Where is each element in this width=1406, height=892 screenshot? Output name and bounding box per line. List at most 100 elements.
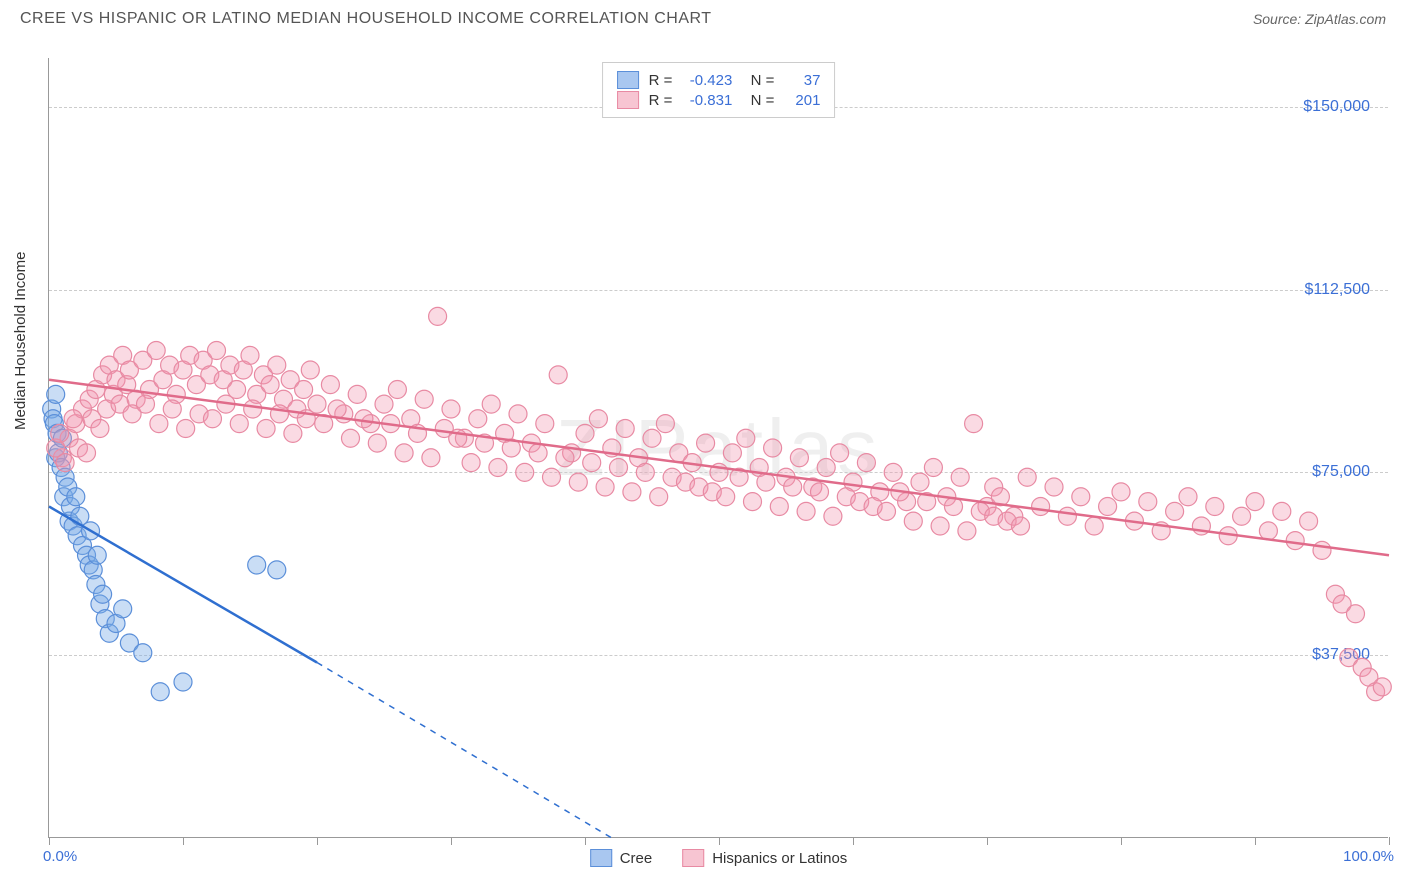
data-point — [797, 502, 815, 520]
data-point — [589, 410, 607, 428]
data-point — [697, 434, 715, 452]
x-tick — [317, 837, 318, 845]
data-point — [174, 673, 192, 691]
data-point — [811, 483, 829, 501]
data-point — [94, 585, 112, 603]
data-point — [1058, 507, 1076, 525]
data-point — [1045, 478, 1063, 496]
data-point — [47, 385, 65, 403]
data-point — [878, 502, 896, 520]
data-point — [395, 444, 413, 462]
data-point — [328, 400, 346, 418]
data-point — [556, 449, 574, 467]
data-point — [817, 459, 835, 477]
data-point — [91, 420, 109, 438]
data-point — [230, 415, 248, 433]
data-point — [1072, 488, 1090, 506]
data-point — [529, 444, 547, 462]
data-point — [636, 463, 654, 481]
scatter-svg — [49, 58, 1388, 837]
data-point — [516, 463, 534, 481]
data-point — [462, 454, 480, 472]
data-point — [1259, 522, 1277, 540]
data-point — [924, 459, 942, 477]
data-point — [717, 488, 735, 506]
data-point — [415, 390, 433, 408]
data-point — [51, 424, 69, 442]
legend-n-label: N = — [742, 92, 774, 109]
data-point — [723, 444, 741, 462]
data-point — [244, 400, 262, 418]
data-point — [150, 415, 168, 433]
data-point — [824, 507, 842, 525]
data-point — [857, 454, 875, 472]
legend-r-value: -0.831 — [682, 92, 732, 109]
data-point — [321, 376, 339, 394]
x-tick — [49, 837, 50, 845]
data-point — [951, 468, 969, 486]
plot-area: ZIPatlas $37,500$75,000$112,500$150,000 … — [48, 58, 1388, 838]
data-point — [1246, 493, 1264, 511]
source-label: Source: ZipAtlas.com — [1253, 11, 1386, 27]
data-point — [270, 405, 288, 423]
series-legend: Cree Hispanics or Latinos — [590, 849, 848, 867]
data-point — [1099, 498, 1117, 516]
legend-n-value: 37 — [784, 72, 820, 89]
legend-swatch — [617, 71, 639, 89]
legend-label: Cree — [620, 850, 653, 867]
data-point — [1347, 605, 1365, 623]
legend-r-label: R = — [649, 72, 673, 89]
data-point — [261, 376, 279, 394]
data-point — [904, 512, 922, 530]
data-point — [884, 463, 902, 481]
data-point — [268, 356, 286, 374]
data-point — [1300, 512, 1318, 530]
x-tick — [719, 837, 720, 845]
data-point — [737, 429, 755, 447]
data-point — [784, 478, 802, 496]
data-point — [1139, 493, 1157, 511]
data-point — [958, 522, 976, 540]
data-point — [64, 410, 82, 428]
data-point — [67, 488, 85, 506]
trend-line-dashed — [317, 663, 612, 839]
data-point — [1018, 468, 1036, 486]
data-point — [549, 366, 567, 384]
data-point — [543, 468, 561, 486]
data-point — [348, 385, 366, 403]
x-tick — [451, 837, 452, 845]
data-point — [764, 439, 782, 457]
data-point — [596, 478, 614, 496]
data-point — [790, 449, 808, 467]
legend-r-label: R = — [649, 92, 673, 109]
legend-item: Cree — [590, 849, 653, 867]
data-point — [422, 449, 440, 467]
x-axis-max-label: 100.0% — [1343, 848, 1394, 865]
data-point — [257, 420, 275, 438]
data-point — [78, 444, 96, 462]
data-point — [248, 556, 266, 574]
data-point — [583, 454, 601, 472]
x-tick — [1255, 837, 1256, 845]
data-point — [301, 361, 319, 379]
data-point — [576, 424, 594, 442]
data-point — [1032, 498, 1050, 516]
legend-swatch — [590, 849, 612, 867]
data-point — [616, 420, 634, 438]
legend-label: Hispanics or Latinos — [712, 850, 847, 867]
data-point — [203, 410, 221, 428]
legend-n-value: 201 — [784, 92, 820, 109]
data-point — [1373, 678, 1391, 696]
x-tick — [183, 837, 184, 845]
data-point — [147, 342, 165, 360]
data-point — [623, 483, 641, 501]
data-point — [375, 395, 393, 413]
legend-item: Hispanics or Latinos — [682, 849, 847, 867]
data-point — [163, 400, 181, 418]
chart-title: CREE VS HISPANIC OR LATINO MEDIAN HOUSEH… — [20, 10, 712, 28]
data-point — [469, 410, 487, 428]
data-point — [442, 400, 460, 418]
data-point — [656, 415, 674, 433]
data-point — [388, 381, 406, 399]
data-point — [610, 459, 628, 477]
